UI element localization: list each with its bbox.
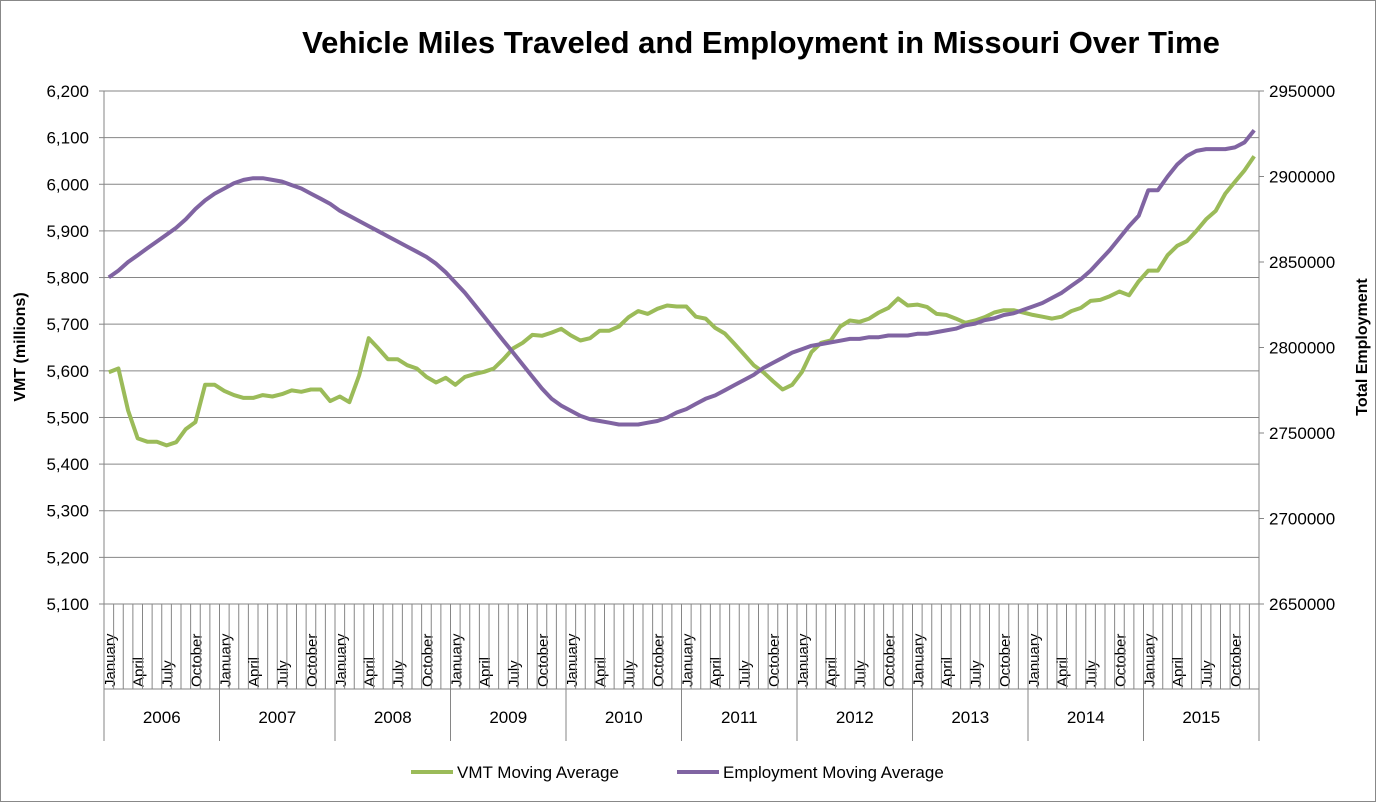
month-label: October [419, 634, 436, 687]
year-label: 2013 [951, 708, 989, 727]
y2-tick-label: 2800000 [1269, 339, 1335, 358]
month-label: April [1055, 657, 1072, 687]
y-tick-label: 5,900 [46, 222, 89, 241]
month-label: April [824, 657, 841, 687]
year-label: 2009 [489, 708, 527, 727]
month-label: January [448, 633, 465, 687]
month-label: October [881, 634, 898, 687]
year-label: 2010 [605, 708, 643, 727]
y-tick-label: 5,600 [46, 362, 89, 381]
month-label: July [275, 660, 292, 687]
month-label: January [910, 633, 927, 687]
month-label: October [1112, 634, 1129, 687]
month-label: July [391, 660, 408, 687]
month-label: July [737, 660, 754, 687]
month-label: July [853, 660, 870, 687]
month-label: January [795, 633, 812, 687]
y-tick-label: 5,800 [46, 269, 89, 288]
y-axis-label: VMT (millions) [12, 292, 29, 401]
month-label: July [506, 660, 523, 687]
month-label: January [1026, 633, 1043, 687]
month-label: January [1141, 633, 1158, 687]
chart-title: Vehicle Miles Traveled and Employment in… [302, 25, 1220, 60]
year-label: 2015 [1182, 708, 1220, 727]
month-label: October [997, 634, 1014, 687]
month-label: July [1199, 660, 1216, 687]
month-label: July [968, 660, 985, 687]
month-label: July [160, 660, 177, 687]
month-label: April [939, 657, 956, 687]
month-label: October [650, 634, 667, 687]
month-label: January [679, 633, 696, 687]
y-tick-label: 6,000 [46, 175, 89, 194]
y-tick-label: 5,400 [46, 455, 89, 474]
y-tick-label: 5,500 [46, 408, 89, 427]
month-label: April [477, 657, 494, 687]
year-label: 2012 [836, 708, 874, 727]
year-label: 2014 [1067, 708, 1105, 727]
y-tick-label: 5,700 [46, 315, 89, 334]
month-label: April [131, 657, 148, 687]
month-label: April [362, 657, 379, 687]
y2-tick-label: 2900000 [1269, 168, 1335, 187]
legend-label: VMT Moving Average [457, 763, 619, 782]
month-label: July [1084, 660, 1101, 687]
y2-tick-label: 2750000 [1269, 424, 1335, 443]
y-tick-label: 5,100 [46, 595, 89, 614]
month-label: October [766, 634, 783, 687]
year-label: 2011 [721, 708, 758, 727]
month-label: October [304, 634, 321, 687]
y2-tick-label: 2950000 [1269, 82, 1335, 101]
y-tick-label: 6,200 [46, 82, 89, 101]
y-tick-label: 5,200 [46, 548, 89, 567]
month-label: April [708, 657, 725, 687]
month-label: October [1228, 634, 1245, 687]
year-label: 2008 [374, 708, 412, 727]
month-label: April [246, 657, 263, 687]
series-line-vmt [108, 155, 1256, 448]
legend-label: Employment Moving Average [723, 763, 944, 782]
month-label: April [593, 657, 610, 687]
month-label: April [1170, 657, 1187, 687]
y-tick-label: 5,300 [46, 502, 89, 521]
y2-tick-label: 2650000 [1269, 595, 1335, 614]
month-label: January [564, 633, 581, 687]
month-label: January [217, 633, 234, 687]
series-line-employment [107, 129, 1256, 427]
month-label: January [333, 633, 350, 687]
y2-axis-label: Total Employment [1354, 278, 1371, 416]
month-label: July [622, 660, 639, 687]
y2-tick-label: 2700000 [1269, 510, 1335, 529]
month-label: October [188, 634, 205, 687]
y-tick-label: 6,100 [46, 129, 89, 148]
y2-tick-label: 2850000 [1269, 253, 1335, 272]
legend: VMT Moving Average Employment Moving Aver… [411, 763, 944, 782]
year-label: 2006 [143, 708, 181, 727]
month-label: October [535, 634, 552, 687]
month-label: January [102, 633, 119, 687]
year-label: 2007 [258, 708, 296, 727]
